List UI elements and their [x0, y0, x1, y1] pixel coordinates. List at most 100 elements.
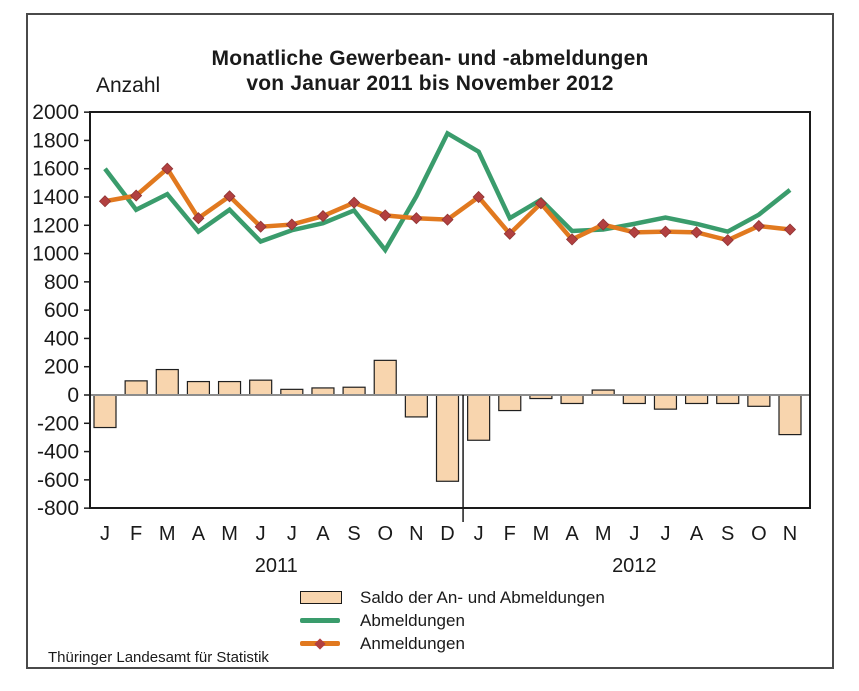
saldo-bar: [93, 394, 117, 429]
legend: Saldo der An- und Abmeldungen Abmeldunge…: [300, 586, 630, 655]
saldo-bar: [373, 359, 397, 396]
month-label: A: [192, 523, 206, 545]
y-tick-label: 600: [44, 299, 79, 322]
saldo-bar: [684, 394, 709, 405]
month-label: A: [690, 523, 704, 545]
month-label: A: [316, 523, 330, 545]
saldo-bar: [186, 380, 211, 396]
saldo-bar: [498, 394, 522, 412]
anmeldungen-line: [104, 165, 791, 243]
source-attribution: Thüringer Landesamt für Statistik: [48, 649, 269, 666]
saldo-bar: [778, 394, 802, 436]
anmeldungen-marker: [98, 195, 112, 208]
legend-label-abmeldungen: Abmeldungen: [360, 610, 465, 630]
y-tick-label: 400: [44, 327, 79, 350]
saldo-bar: [124, 380, 148, 396]
saldo-bar-swatch-icon: [300, 591, 342, 604]
anmeldungen-marker: [534, 197, 547, 210]
anmeldungen-marker: [659, 225, 672, 238]
legend-label-saldo: Saldo der An- und Abmeldungen: [360, 587, 605, 607]
year-label: 2012: [612, 555, 657, 577]
month-label: M: [533, 523, 550, 545]
y-tick-label: -200: [37, 412, 79, 435]
diamond-marker-icon: [314, 637, 326, 650]
chart-frame: [26, 13, 834, 669]
chart-title: Monatliche Gewerbean- und -abmeldungen v…: [26, 46, 834, 96]
anmeldungen-marker: [565, 233, 579, 246]
anmeldungen-marker: [379, 209, 392, 222]
month-label: J: [287, 523, 297, 545]
month-label: O: [377, 523, 393, 545]
y-tick-label: 2000: [32, 101, 79, 124]
saldo-bar: [342, 386, 366, 396]
anmeldungen-marker: [130, 189, 143, 202]
saldo-bar: [716, 394, 740, 405]
anmeldungen-marker: [503, 227, 516, 240]
y-tick-label: 0: [67, 384, 79, 407]
month-label: O: [751, 523, 767, 545]
month-label: S: [347, 523, 360, 545]
month-label: J: [256, 523, 266, 545]
y-tick-label: 1600: [32, 158, 79, 181]
legend-item-abmeldungen: Abmeldungen: [300, 609, 630, 632]
month-label: A: [565, 523, 579, 545]
saldo-bar: [560, 394, 584, 405]
legend-item-anmeldungen: Anmeldungen: [300, 632, 630, 655]
y-tick-label: -800: [37, 497, 79, 520]
y-tick-label: 200: [44, 356, 79, 379]
abmeldungen-line: [103, 130, 792, 255]
anmeldungen-marker: [783, 223, 797, 236]
anmeldungen-marker: [441, 213, 454, 226]
saldo-bar: [311, 387, 335, 396]
month-label: J: [629, 523, 639, 545]
saldo-bar: [155, 368, 179, 396]
month-label: D: [440, 523, 454, 545]
saldo-bar: [622, 394, 646, 405]
saldo-bar: [435, 394, 460, 482]
month-label: J: [660, 523, 670, 545]
month-label: N: [783, 523, 797, 545]
saldo-bar: [653, 394, 678, 410]
chart-title-line1: Monatliche Gewerbean- und -abmeldungen: [211, 47, 649, 70]
y-tick-label: 1200: [32, 214, 79, 237]
y-tick-label: 800: [44, 271, 79, 294]
y-tick-label: -400: [37, 441, 79, 464]
anmeldungen-marker: [690, 226, 703, 239]
legend-item-saldo: Saldo der An- und Abmeldungen: [300, 586, 630, 609]
anmeldungen-marker: [628, 226, 641, 239]
saldo-bar: [217, 380, 242, 396]
month-label: J: [474, 523, 484, 545]
anmeldungen-marker: [721, 234, 734, 247]
anmeldungen-marker: [410, 212, 423, 225]
anmeldungen-marker: [223, 190, 236, 203]
month-label: M: [221, 523, 238, 545]
saldo-bar: [747, 394, 771, 407]
anmeldungen-marker: [192, 212, 205, 225]
year-label: 2011: [255, 555, 298, 577]
y-tick-label: -600: [37, 469, 79, 492]
saldo-bar: [404, 394, 428, 418]
y-axis-label: Anzahl: [96, 74, 161, 97]
month-label: N: [409, 523, 423, 545]
month-label: F: [504, 523, 516, 545]
anmeldungen-marker: [161, 162, 174, 175]
saldo-bar: [249, 379, 273, 396]
anmeldungen-marker: [597, 218, 610, 231]
anmeldungen-marker: [752, 219, 765, 233]
anmeldungen-marker: [316, 210, 330, 223]
month-label: F: [130, 523, 142, 545]
chart-title-line2: von Januar 2011 bis November 2012: [246, 72, 614, 95]
anmeldungen-marker: [254, 220, 267, 233]
month-label: M: [595, 523, 612, 545]
y-tick-label: 1800: [32, 129, 79, 152]
saldo-bar: [467, 394, 491, 441]
month-label: J: [100, 523, 110, 545]
month-label: S: [721, 523, 734, 545]
abmeldungen-line-swatch-icon: [300, 618, 340, 623]
anmeldungen-marker: [348, 196, 361, 209]
legend-label-anmeldungen: Anmeldungen: [360, 633, 465, 653]
month-label: M: [159, 523, 176, 545]
anmeldungen-marker: [285, 218, 298, 231]
